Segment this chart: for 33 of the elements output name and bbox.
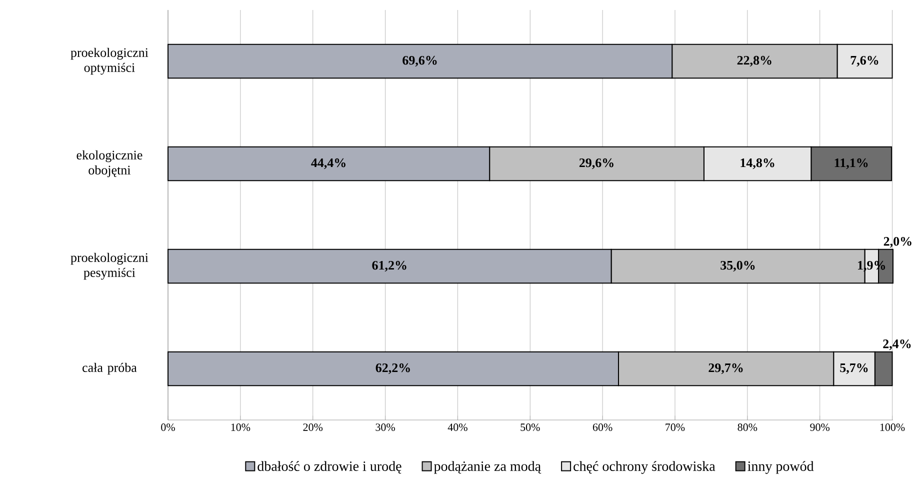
data-label: 35,0% [720, 260, 755, 272]
data-label: 7,6% [850, 56, 878, 67]
x-tick-label: 70% [666, 424, 685, 431]
x-tick-label: 30% [376, 424, 395, 431]
x-tick-label: 100% [880, 424, 905, 431]
data-label: 44,4% [311, 158, 346, 170]
y-tick-label: ekologicznie obojętni [76, 150, 142, 178]
x-tick-label: 20% [303, 424, 323, 431]
data-label: 61,2% [372, 260, 406, 272]
y-tick-label: proekologiczni optymiści [70, 48, 148, 75]
y-tick-label: cała próba [82, 362, 137, 375]
x-tick-label: 10% [231, 424, 250, 431]
data-label: 11,1% [834, 158, 868, 170]
legend-label: podążanie za modą [434, 461, 542, 474]
x-tick-label: 50% [520, 424, 540, 431]
data-label: 29,6% [579, 158, 614, 170]
data-label: 2,0% [884, 236, 912, 248]
data-label: 62,2% [376, 363, 410, 374]
x-tick-label: 60% [592, 424, 612, 431]
data-label: 69,6% [402, 56, 437, 67]
y-tick-label: proekologiczni pesymiści [70, 252, 148, 280]
data-label: 14,8% [740, 158, 774, 170]
data-label: 22,8% [737, 56, 772, 67]
x-tick-label: 90% [810, 424, 830, 431]
legend-label: inny powód [748, 461, 814, 474]
legend-label: dbałość o zdrowie i urodę [258, 461, 402, 474]
data-label: 5,7% [840, 363, 868, 374]
x-tick-label: 40% [448, 424, 468, 431]
x-tick-label: 0% [161, 424, 175, 431]
data-label: 2,4% [883, 339, 911, 350]
data-label: 29,7% [708, 363, 743, 374]
x-tick-label: 80% [738, 424, 758, 431]
legend-label: chęć ochrony środowiska [574, 461, 716, 474]
